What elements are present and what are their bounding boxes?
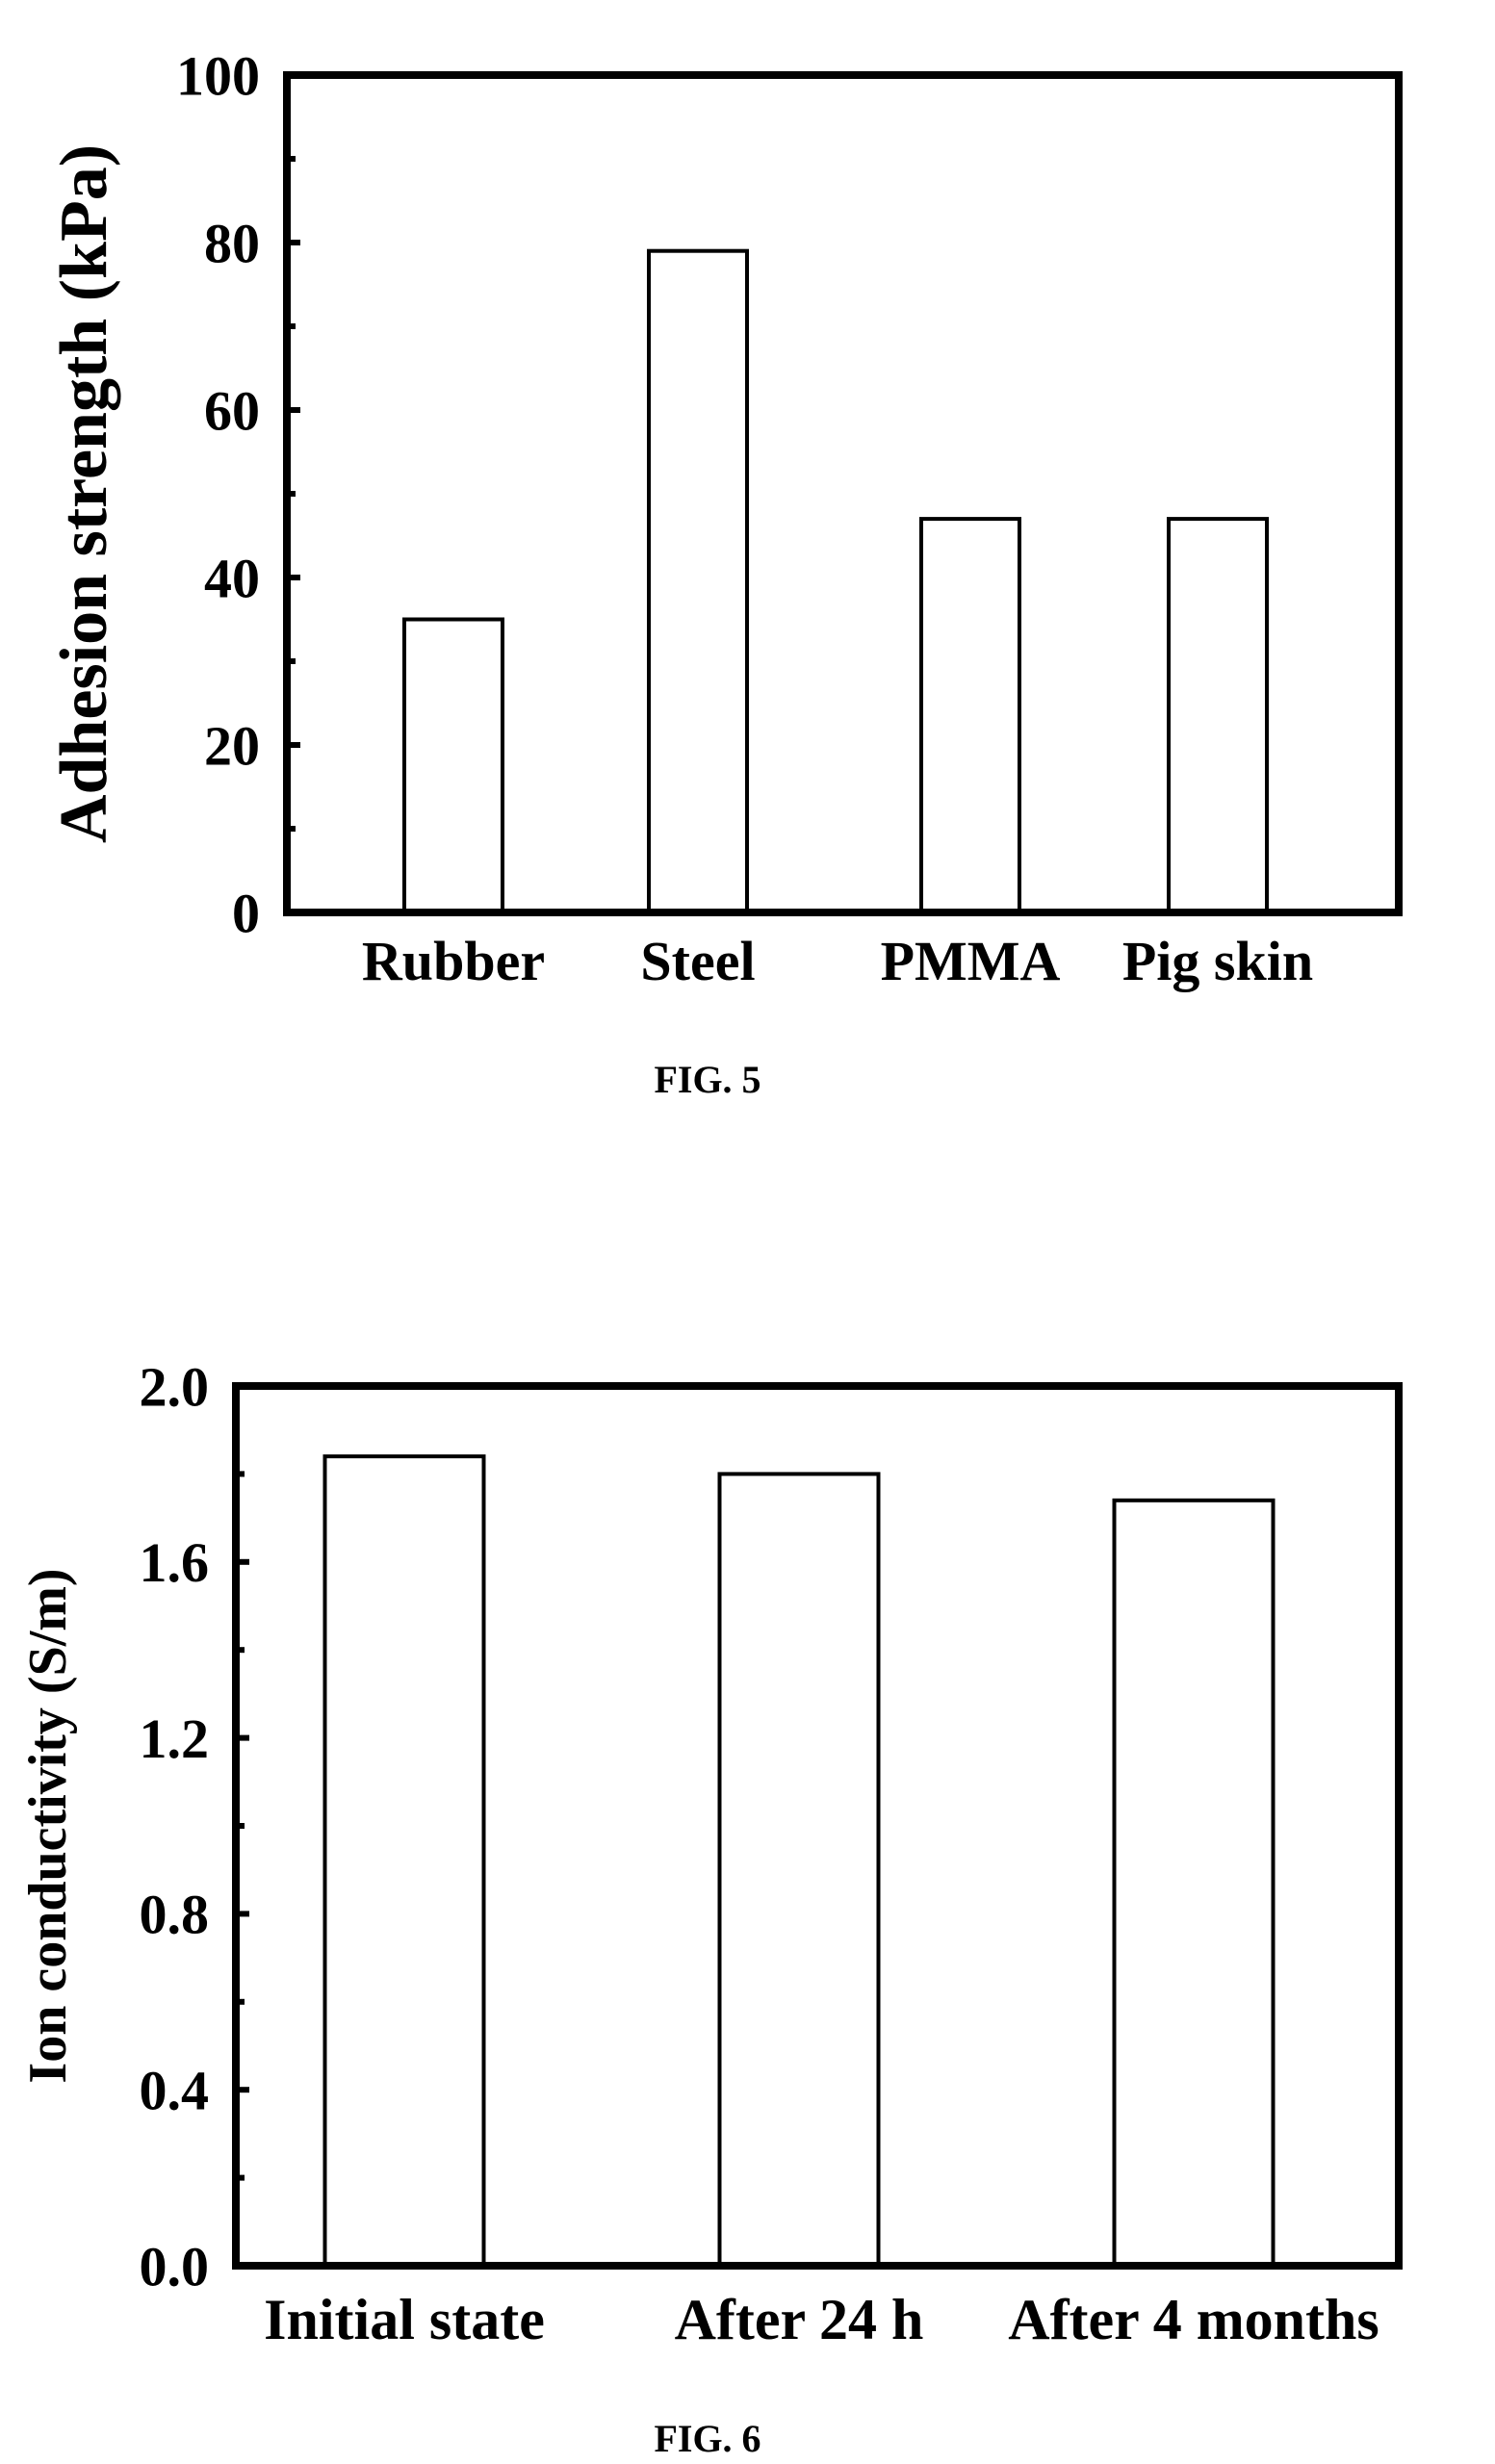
figure-caption: FIG. 5 [654, 1058, 760, 1101]
y-axis-title: Ion conductivity (S/m) [18, 1568, 78, 2083]
y-tick-label: 2.0 [140, 1355, 210, 1418]
x-category-label: Steel [640, 930, 755, 992]
x-category-label: After 4 months [1008, 2288, 1379, 2351]
bar [919, 517, 1021, 914]
y-tick-label: 20 [204, 714, 260, 777]
bar [717, 1472, 881, 2268]
bar [1112, 1498, 1276, 2268]
chart-2: 0.0 0.4 0.8 1.2 1.6 2.0 Initial state After 24 … [18, 1355, 1403, 2460]
y-tick-label: 80 [204, 212, 260, 274]
chart-1: 0 20 40 60 80 100 Rubber Steel PMMA Pig skin Adhes… [47, 44, 1403, 1101]
x-category-label: PMMA [881, 930, 1061, 992]
y-tick-label: 0.0 [140, 2235, 210, 2297]
figure-caption: FIG. 6 [654, 2417, 760, 2460]
x-category-label: Rubber [362, 930, 545, 992]
bar [1167, 517, 1269, 914]
x-category-label: Initial state [264, 2288, 545, 2351]
y-tick-label: 0 [232, 882, 260, 944]
y-tick-label: 1.6 [140, 1531, 210, 1594]
y-tick-label: 0.8 [140, 1884, 210, 1946]
bar [402, 617, 504, 914]
y-tick-label: 100 [176, 44, 260, 107]
x-category-label: After 24 h [675, 2288, 924, 2351]
bar [647, 248, 749, 914]
bar [322, 1454, 486, 2268]
x-category-label: Pig skin [1122, 930, 1313, 992]
y-tick-label: 60 [204, 379, 260, 442]
y-tick-label: 40 [204, 547, 260, 609]
y-tick-label: 1.2 [140, 1707, 210, 1770]
y-tick-label: 0.4 [140, 2060, 210, 2122]
y-axis-title: Adhesion strength (kPa) [47, 144, 121, 843]
